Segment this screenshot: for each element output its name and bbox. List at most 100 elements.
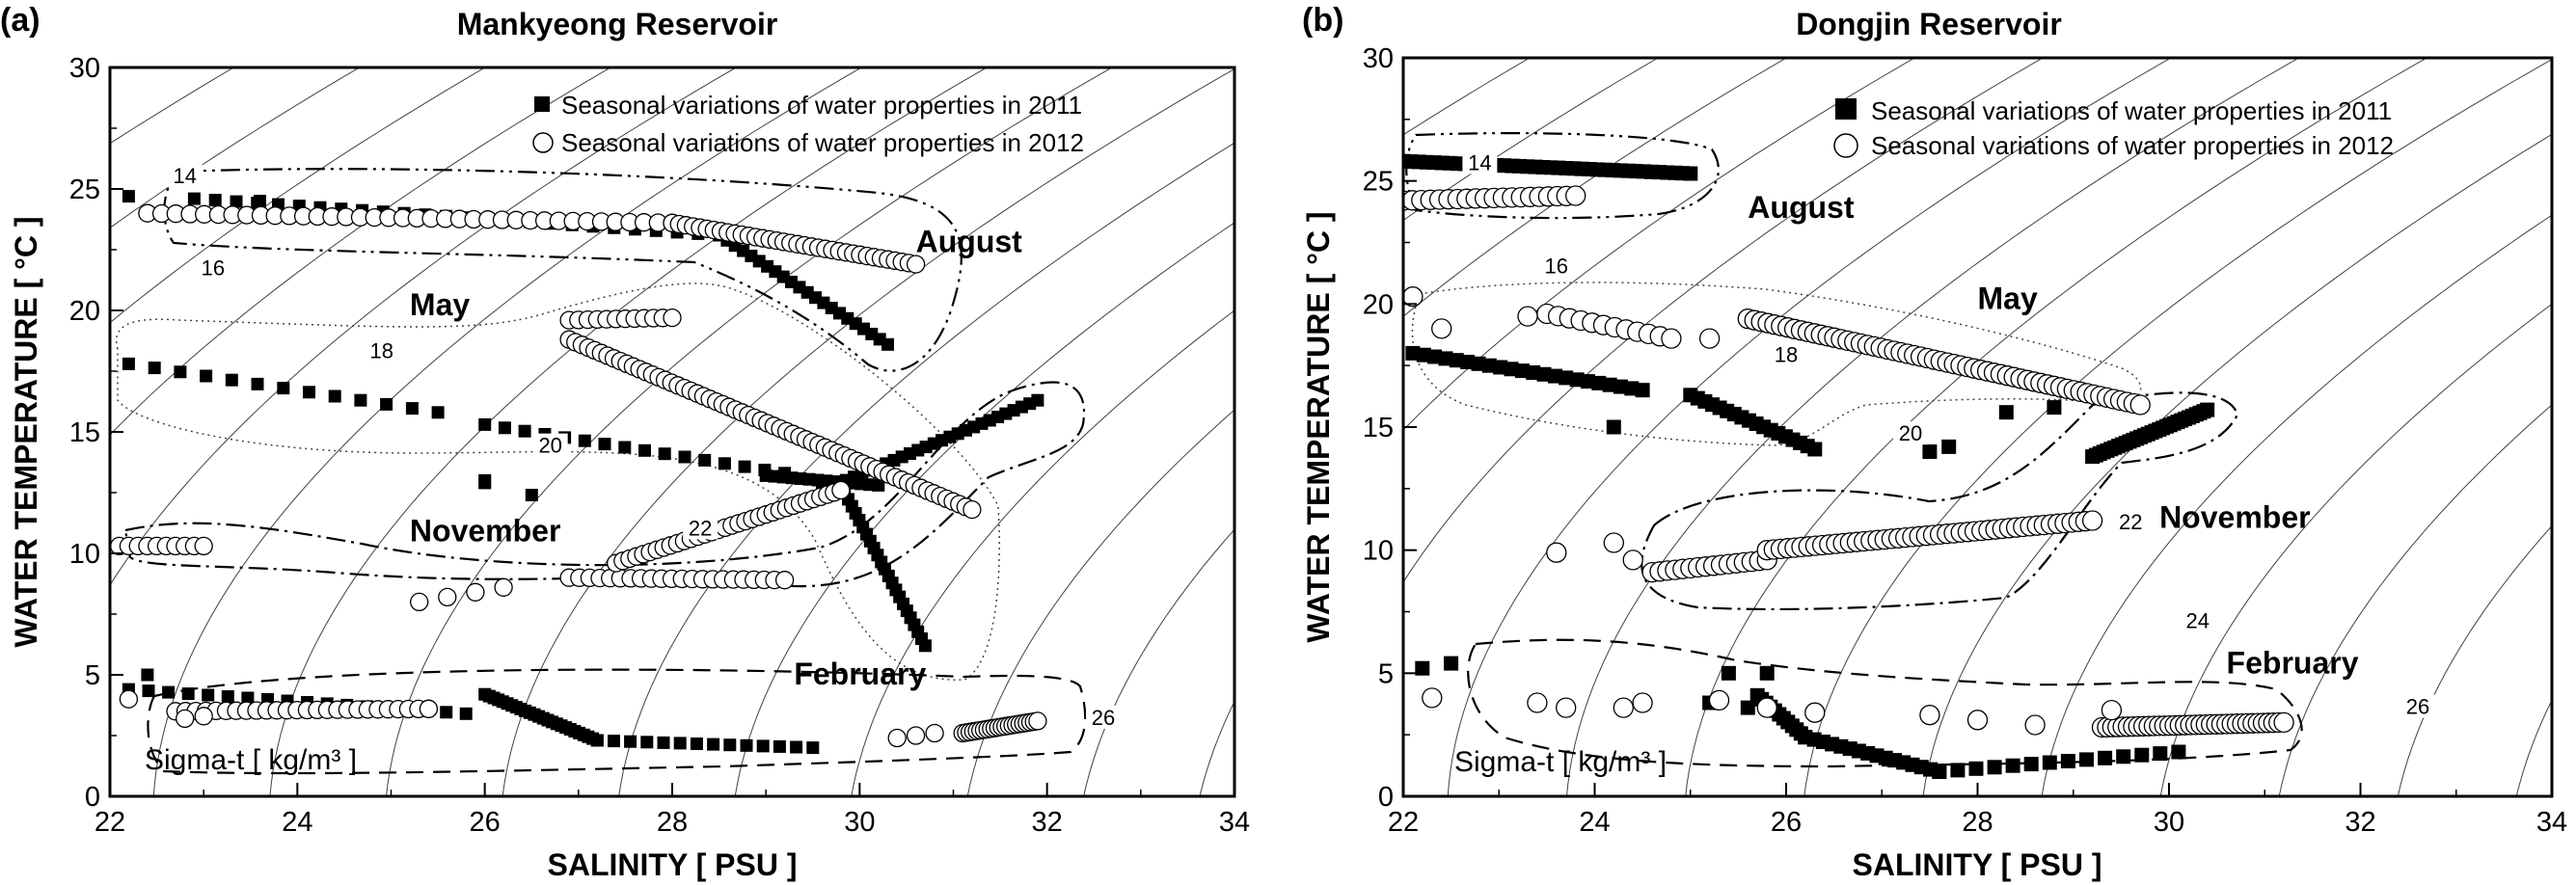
data-point-2012	[194, 707, 213, 726]
y-tick-label: 20	[69, 296, 100, 327]
y-tick-label: 5	[85, 660, 100, 691]
sigma-t-label: 16	[202, 256, 225, 281]
data-point-2011	[162, 685, 176, 699]
data-point-2011	[690, 738, 703, 750]
isopycnal-line	[502, 67, 1234, 796]
data-point-2011	[354, 393, 367, 407]
data-point-2011	[174, 365, 187, 379]
data-point-2011	[723, 738, 737, 752]
data-point-2011	[1635, 383, 1650, 398]
isopycnal-line	[1403, 58, 2045, 584]
sigma-t-label: 20	[1899, 421, 1922, 445]
data-point-2011	[598, 438, 611, 451]
data-point-2011	[221, 690, 234, 703]
x-tick-label: 22	[95, 807, 125, 838]
sigma-t-label-bg	[683, 516, 719, 540]
isopycnal-line	[152, 67, 863, 796]
data-point-2011	[590, 734, 604, 747]
sigma-t-label: 26	[1092, 706, 1115, 730]
data-point-2011	[1504, 362, 1519, 377]
isopycnal-line	[2278, 404, 2552, 796]
data-point-2012	[410, 592, 429, 612]
x-tick-label: 22	[1388, 807, 1419, 838]
data-point-2011	[1444, 656, 1459, 671]
sigma-t-label-bg	[1462, 150, 1498, 174]
legend-marker-2012	[532, 132, 554, 153]
legend-marker-2011	[1835, 98, 1857, 120]
data-point-2011	[657, 736, 670, 749]
data-point-2011	[1559, 370, 1574, 386]
data-point-2011	[1415, 660, 1430, 676]
isopycnal-line	[2041, 214, 2552, 796]
legend-label-2012: Seasonal variations of water properties …	[561, 128, 1084, 157]
x-tick-label: 24	[1579, 807, 1610, 838]
data-point-2012	[194, 536, 213, 556]
data-point-2012	[1919, 705, 1940, 726]
data-point-2011	[478, 417, 492, 431]
series-2011-points	[1403, 153, 2215, 779]
february-envelope	[1467, 638, 2303, 768]
data-point-2011	[380, 397, 393, 411]
data-point-2011	[718, 457, 731, 470]
data-point-2012	[2129, 394, 2151, 416]
data-point-2011	[2023, 757, 2039, 772]
data-point-2012	[1966, 710, 1989, 731]
sigma-t-label-bg	[167, 163, 203, 187]
sigma-t-label: 22	[2119, 510, 2142, 534]
data-point-2012	[1603, 532, 1624, 553]
data-point-2011	[1624, 381, 1640, 396]
sigma-t-label: 16	[1545, 255, 1568, 279]
isopycnal-line	[2515, 699, 2552, 796]
season-label-november: November	[410, 513, 561, 548]
data-point-2011	[2134, 747, 2150, 763]
legend-marker-2011	[534, 96, 550, 112]
sigma-t-label: 24	[2186, 608, 2210, 632]
data-point-2011	[440, 706, 453, 719]
data-point-2012	[1698, 328, 1721, 349]
data-point-2011	[230, 195, 243, 208]
sigma-t-label-bg	[2180, 608, 2215, 632]
legend-label-2011: Seasonal variations of water properties …	[1871, 96, 2392, 125]
x-tick-label: 24	[282, 807, 312, 838]
panel-b-title: Dongjin Reservoir	[1796, 7, 2062, 41]
data-point-2011	[2060, 754, 2075, 768]
data-point-2012	[1632, 692, 1653, 713]
axes: 22 24 26 28 30 32 34 0 5 10 15 20 25 30	[1363, 43, 2567, 838]
sigma-t-label: 18	[1775, 343, 1798, 367]
season-label-august: August	[1748, 190, 1855, 225]
data-point-2011	[459, 707, 473, 720]
data-point-2011	[478, 476, 492, 490]
x-tick-label: 30	[844, 807, 875, 838]
data-point-2011	[2005, 758, 2020, 773]
data-point-2011	[2153, 746, 2168, 762]
sigma-t-note: Sigma-t [ kg/m³ ]	[145, 744, 357, 776]
y-tick-label: 15	[69, 417, 100, 448]
isopycnal-line	[1447, 58, 2172, 796]
data-point-2011	[498, 421, 511, 435]
y-tick-label: 30	[69, 53, 100, 84]
legend-label-2012: Seasonal variations of water properties …	[1871, 131, 2394, 160]
y-tick-label: 30	[1363, 43, 1394, 74]
x-tick-label: 34	[1219, 807, 1250, 838]
data-point-2011	[1683, 166, 1698, 181]
data-point-2012	[1527, 692, 1548, 713]
data-point-2011	[1536, 366, 1552, 382]
data-point-2011	[142, 684, 155, 698]
y-tick-label: 20	[1363, 289, 1394, 320]
sigma-t-label: 14	[173, 164, 196, 188]
sigma-t-label: 18	[370, 338, 393, 362]
legend: Seasonal variations of water properties …	[532, 91, 1084, 157]
data-point-2011	[1416, 347, 1431, 362]
sigma-t-label-bg	[1085, 705, 1121, 729]
data-point-2012	[774, 571, 795, 590]
data-point-2011	[640, 736, 654, 749]
data-point-2011	[208, 194, 222, 207]
november-envelope	[123, 381, 1086, 588]
sigma-t-label-bg	[532, 433, 568, 457]
sigma-t-label-bg	[2400, 694, 2436, 718]
data-point-2011	[2079, 752, 2094, 767]
data-point-2012	[1804, 702, 1826, 723]
season-label-november: November	[2159, 500, 2311, 535]
data-point-2012	[494, 577, 513, 597]
data-point-2011	[2047, 400, 2062, 416]
